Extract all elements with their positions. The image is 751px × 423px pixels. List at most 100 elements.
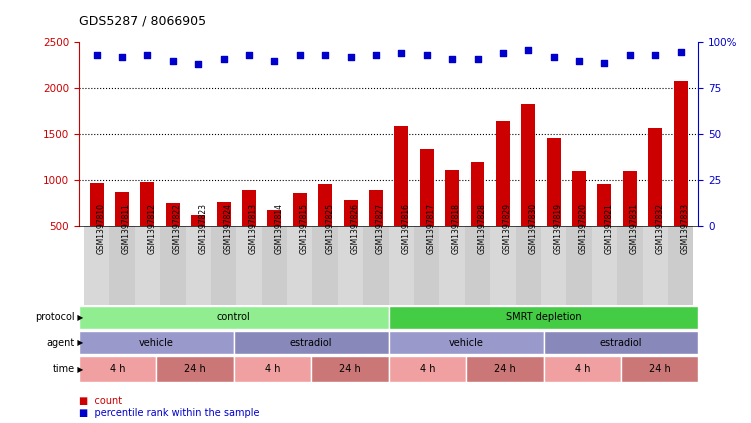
Bar xyxy=(312,226,338,305)
Point xyxy=(446,55,458,62)
Text: GSM1397831: GSM1397831 xyxy=(630,203,639,254)
Bar xyxy=(598,184,611,226)
Text: 24 h: 24 h xyxy=(649,364,671,374)
Point xyxy=(345,54,357,60)
Text: 4 h: 4 h xyxy=(420,364,435,374)
Point xyxy=(421,52,433,58)
Bar xyxy=(674,81,688,226)
Bar xyxy=(668,226,693,305)
Bar xyxy=(445,170,459,226)
Text: GSM1397833: GSM1397833 xyxy=(680,203,689,254)
Bar xyxy=(394,126,409,226)
Text: GSM1397824: GSM1397824 xyxy=(224,203,233,254)
Text: 4 h: 4 h xyxy=(110,364,125,374)
Bar xyxy=(617,226,643,305)
Bar xyxy=(389,357,466,382)
Text: protocol: protocol xyxy=(35,312,75,322)
Text: ▶: ▶ xyxy=(75,313,83,322)
Text: GSM1397814: GSM1397814 xyxy=(274,203,283,254)
Text: 24 h: 24 h xyxy=(339,364,360,374)
Bar xyxy=(79,331,234,354)
Point xyxy=(116,54,128,60)
Text: vehicle: vehicle xyxy=(448,338,484,348)
Bar xyxy=(338,226,363,305)
Point xyxy=(167,58,179,64)
Bar xyxy=(242,190,256,226)
Point xyxy=(294,52,306,58)
Text: GSM1397829: GSM1397829 xyxy=(503,203,512,254)
Bar xyxy=(115,192,129,226)
Bar xyxy=(471,162,484,226)
Bar xyxy=(621,357,698,382)
Bar xyxy=(185,226,211,305)
Bar xyxy=(496,121,510,226)
Point xyxy=(573,58,585,64)
Bar xyxy=(79,357,156,382)
Point xyxy=(319,52,331,58)
Point xyxy=(497,50,509,57)
Bar xyxy=(592,226,617,305)
Bar xyxy=(465,226,490,305)
Bar xyxy=(237,226,261,305)
Bar xyxy=(343,200,357,226)
Text: GSM1397816: GSM1397816 xyxy=(401,203,410,254)
Point xyxy=(472,55,484,62)
Bar xyxy=(643,226,668,305)
Bar xyxy=(79,305,389,329)
Text: 4 h: 4 h xyxy=(575,364,590,374)
Bar xyxy=(318,184,332,226)
Text: GSM1397818: GSM1397818 xyxy=(452,203,461,254)
Bar xyxy=(261,226,287,305)
Text: 24 h: 24 h xyxy=(494,364,516,374)
Bar xyxy=(623,171,637,226)
Text: time: time xyxy=(53,364,75,374)
Bar xyxy=(541,226,566,305)
Bar xyxy=(490,226,516,305)
Text: 24 h: 24 h xyxy=(184,364,206,374)
Bar xyxy=(234,331,389,354)
Point xyxy=(91,52,103,58)
Bar xyxy=(216,202,231,226)
Text: GSM1397815: GSM1397815 xyxy=(300,203,309,254)
Point xyxy=(370,52,382,58)
Bar xyxy=(439,226,465,305)
Text: agent: agent xyxy=(47,338,75,348)
Bar xyxy=(110,226,134,305)
Bar xyxy=(466,357,544,382)
Point xyxy=(243,52,255,58)
Bar xyxy=(369,190,383,226)
Text: control: control xyxy=(217,312,251,322)
Bar xyxy=(166,203,179,226)
Text: GSM1397828: GSM1397828 xyxy=(478,203,487,254)
Point xyxy=(192,61,204,68)
Bar xyxy=(516,226,541,305)
Bar xyxy=(293,193,306,226)
Bar xyxy=(311,357,389,382)
Point xyxy=(624,52,636,58)
Text: GDS5287 / 8066905: GDS5287 / 8066905 xyxy=(79,15,206,28)
Bar xyxy=(389,305,698,329)
Bar xyxy=(287,226,312,305)
Text: GSM1397812: GSM1397812 xyxy=(147,203,156,254)
Bar xyxy=(267,210,282,226)
Text: GSM1397810: GSM1397810 xyxy=(97,203,106,254)
Bar xyxy=(84,226,110,305)
Bar xyxy=(363,226,389,305)
Bar xyxy=(544,357,621,382)
Text: GSM1397811: GSM1397811 xyxy=(122,203,131,254)
Text: GSM1397823: GSM1397823 xyxy=(198,203,207,254)
Text: GSM1397825: GSM1397825 xyxy=(325,203,334,254)
Bar xyxy=(234,357,311,382)
Bar xyxy=(648,128,662,226)
Bar xyxy=(566,226,592,305)
Bar xyxy=(389,331,544,354)
Point xyxy=(674,48,686,55)
Text: ▶: ▶ xyxy=(75,338,83,347)
Bar xyxy=(156,357,234,382)
Bar xyxy=(547,138,561,226)
Bar xyxy=(389,226,414,305)
Bar xyxy=(414,226,439,305)
Bar xyxy=(192,215,205,226)
Text: GSM1397817: GSM1397817 xyxy=(427,203,436,254)
Text: ▶: ▶ xyxy=(75,365,83,374)
